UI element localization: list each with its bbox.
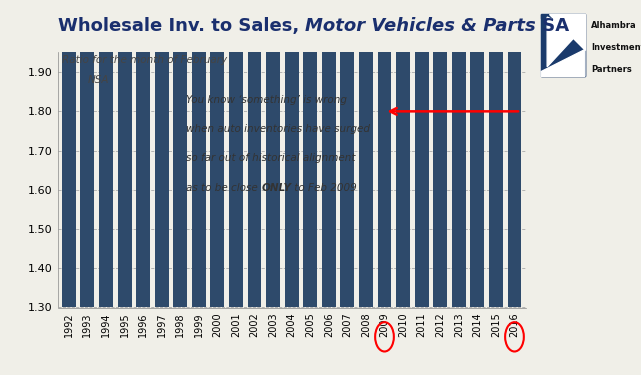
- Polygon shape: [541, 14, 585, 48]
- Bar: [80, 0, 94, 308]
- Text: Investment: Investment: [591, 43, 641, 52]
- Text: Alhambra: Alhambra: [591, 21, 637, 30]
- Polygon shape: [549, 14, 585, 50]
- Bar: [266, 0, 280, 308]
- Bar: [210, 0, 224, 308]
- Bar: [117, 0, 131, 308]
- Text: to Feb 2009: to Feb 2009: [292, 183, 357, 192]
- Text: when auto inventories have surged: when auto inventories have surged: [187, 124, 370, 134]
- Bar: [303, 0, 317, 308]
- Text: as to be close: as to be close: [187, 183, 262, 192]
- Bar: [415, 0, 429, 308]
- Bar: [173, 0, 187, 308]
- Bar: [489, 0, 503, 308]
- Polygon shape: [541, 50, 585, 76]
- Bar: [396, 0, 410, 308]
- Bar: [508, 0, 521, 308]
- Bar: [285, 0, 299, 308]
- Text: Ratio for the month of February: Ratio for the month of February: [62, 55, 228, 65]
- Text: You know ‘something’ is wrong: You know ‘something’ is wrong: [187, 94, 347, 105]
- Polygon shape: [541, 14, 585, 76]
- Polygon shape: [547, 17, 579, 67]
- Polygon shape: [541, 14, 585, 76]
- Text: SA: SA: [536, 17, 569, 35]
- Bar: [154, 0, 169, 308]
- Bar: [247, 0, 262, 308]
- Bar: [340, 0, 354, 308]
- Bar: [452, 0, 466, 308]
- Text: Motor Vehicles & Parts: Motor Vehicles & Parts: [305, 17, 536, 35]
- Text: ONLY: ONLY: [262, 183, 292, 192]
- Bar: [470, 0, 485, 308]
- Bar: [359, 0, 373, 308]
- Text: NSA: NSA: [88, 75, 110, 86]
- Bar: [62, 0, 76, 308]
- Bar: [136, 0, 150, 308]
- Text: Partners: Partners: [591, 65, 631, 74]
- Bar: [378, 0, 392, 308]
- Bar: [99, 0, 113, 308]
- Text: Wholesale Inv. to Sales,: Wholesale Inv. to Sales,: [58, 17, 305, 35]
- Polygon shape: [541, 19, 585, 76]
- Bar: [322, 0, 336, 308]
- Bar: [229, 0, 243, 308]
- Bar: [192, 0, 206, 308]
- Bar: [433, 0, 447, 308]
- Text: so far out of historical alignment: so far out of historical alignment: [187, 153, 356, 163]
